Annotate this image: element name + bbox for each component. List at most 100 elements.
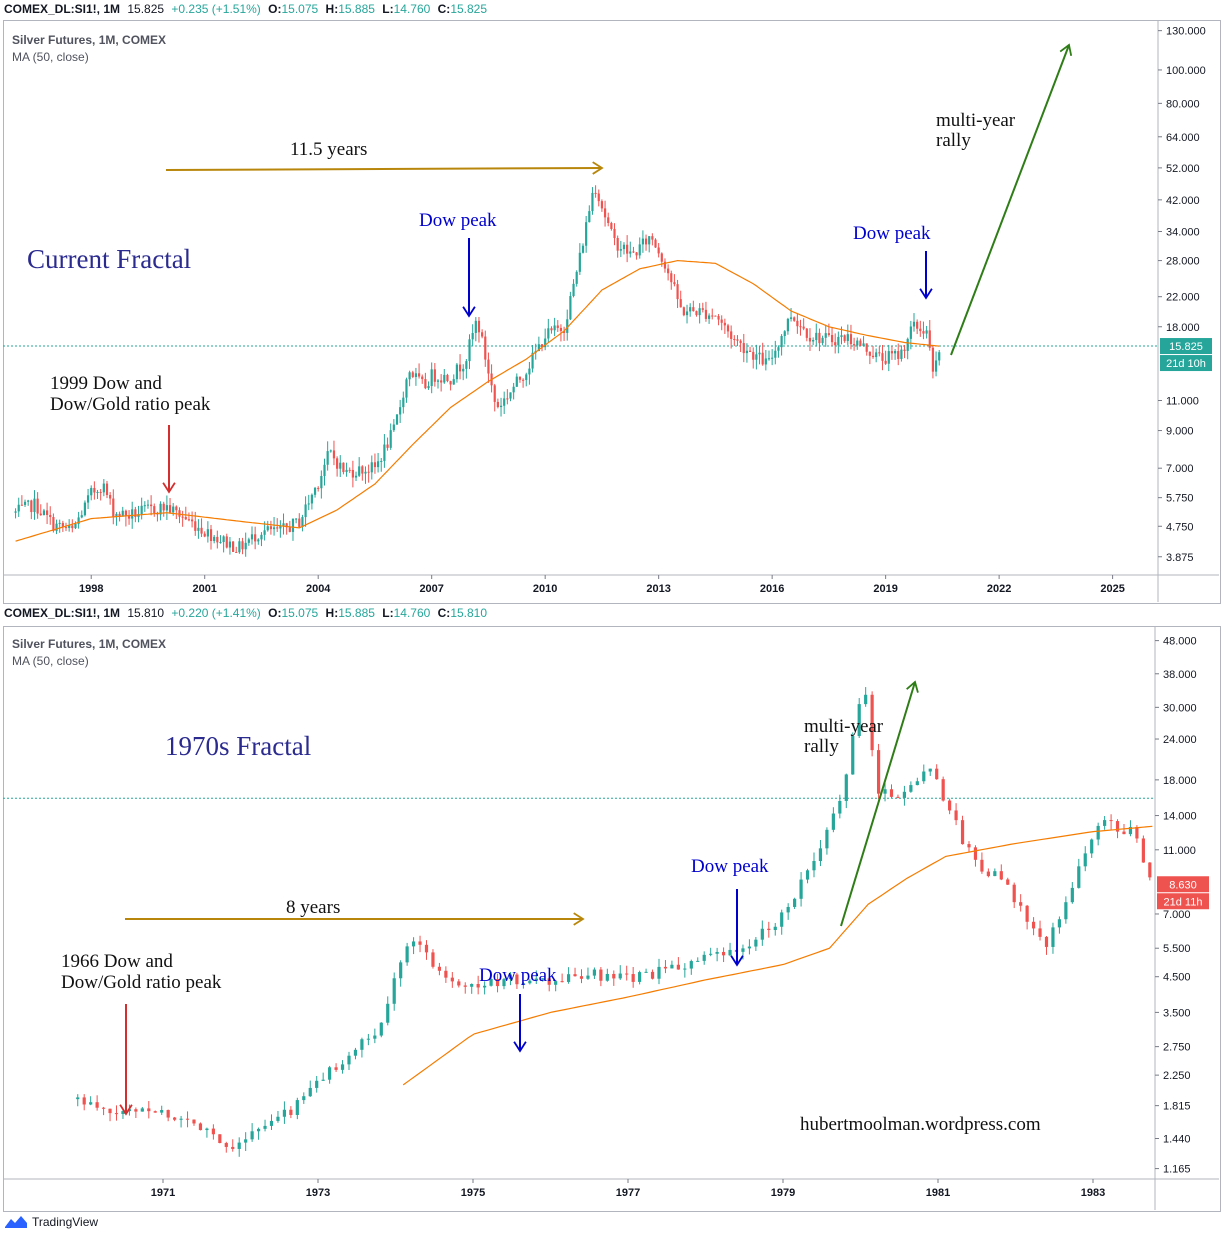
candle-body [433, 369, 436, 382]
candle-body [808, 337, 812, 342]
rally-arrow [950, 44, 1070, 356]
candle-body [922, 331, 925, 334]
candle-body [928, 330, 931, 348]
candle-body [483, 985, 487, 988]
top-legend-title[interactable]: Silver Futures, 1M, COMEX [12, 33, 167, 47]
candle-body [503, 398, 506, 406]
candle-body [244, 542, 247, 550]
candle-body [856, 340, 859, 346]
span-label: 8 years [286, 897, 340, 918]
candle-body [321, 1079, 325, 1081]
candle-body [424, 379, 427, 389]
candle-body [745, 350, 749, 354]
y-tick-label: 3.875 [1166, 552, 1194, 564]
candle-body [521, 983, 525, 985]
candle-body [506, 398, 509, 400]
y-tick-label: 5.500 [1163, 943, 1191, 955]
candle-body [909, 326, 912, 339]
candle-body [657, 247, 660, 254]
footer[interactable]: TradingView [4, 1214, 98, 1230]
candle-body [455, 364, 459, 380]
candle-body [679, 299, 682, 308]
candle-body [887, 351, 890, 364]
last-price-tag [1160, 338, 1212, 355]
top-chart-frame[interactable] [3, 20, 1221, 604]
candle-body [295, 1100, 299, 1115]
candle-body [906, 338, 909, 351]
candle-body [250, 1131, 254, 1140]
candle-body [143, 505, 146, 507]
candle-body [470, 983, 474, 987]
bottom-legend-title[interactable]: Silver Futures, 1M, COMEX [12, 637, 167, 651]
candle-body [805, 870, 810, 880]
candle-body [752, 351, 755, 360]
candle-body [733, 338, 736, 340]
candle-body [711, 315, 714, 317]
symbol[interactable]: COMEX_DL:SI1!, 1M [4, 606, 121, 620]
candle-body [522, 379, 525, 381]
open-label: O: [268, 606, 282, 620]
candle-body [605, 973, 609, 981]
candle-body [14, 511, 17, 513]
top-legend-ma[interactable]: MA (50, close) [12, 50, 89, 64]
candle-body [102, 483, 105, 493]
candle-body [134, 509, 137, 517]
peak-label-line-1: 1966 Dow and [61, 951, 173, 972]
candle-body [741, 948, 745, 952]
candle-body [150, 504, 153, 507]
bottom-legend-ma[interactable]: MA (50, close) [12, 654, 89, 668]
symbol[interactable]: COMEX_DL:SI1!, 1M [4, 2, 121, 16]
open-value: 15.075 [281, 606, 319, 620]
candle-body [45, 510, 49, 515]
candle-body [999, 871, 1003, 880]
candle-body [754, 939, 758, 947]
candle-body [825, 829, 829, 849]
candle-body [386, 1003, 390, 1023]
y-tick-label: 100.000 [1166, 65, 1206, 77]
candle-body [525, 374, 528, 381]
candle-body [566, 974, 571, 982]
x-tick-label: 2019 [873, 583, 897, 595]
candle-body [556, 325, 559, 328]
candle-body [373, 462, 377, 468]
candle-body [764, 358, 767, 365]
candle-body [935, 768, 939, 780]
candle-body [597, 193, 600, 202]
candle-body [392, 978, 396, 1004]
candle-body [140, 505, 143, 515]
candle-body [124, 510, 128, 517]
x-tick-label: 1983 [1081, 1187, 1105, 1199]
candle-body [793, 317, 796, 321]
candle-body [518, 376, 522, 380]
candle-body [599, 969, 603, 981]
candle-body [554, 981, 558, 985]
x-tick-label: 1981 [926, 1187, 950, 1199]
candle-body [689, 961, 693, 969]
candle-body [430, 369, 433, 387]
candle-body [547, 328, 550, 339]
candle-body [883, 789, 887, 794]
candle-body [345, 469, 348, 473]
candle-body [279, 525, 282, 529]
price-change: +0.235 (+1.51%) [171, 2, 261, 16]
candle-body [793, 898, 797, 907]
candle-body [308, 1087, 312, 1097]
candle-body [392, 424, 395, 431]
y-tick-label: 7.000 [1166, 463, 1194, 475]
candle-body [131, 509, 134, 519]
candle-body [379, 1022, 383, 1036]
candle-body [717, 316, 720, 320]
candle-body [941, 779, 945, 801]
candle-body [515, 376, 518, 387]
y-tick-label: 52.000 [1166, 163, 1200, 175]
candle-body [613, 228, 616, 238]
countdown-tag-label: 21d 11h [1164, 896, 1203, 908]
candle-body [831, 813, 835, 830]
candle-body [871, 355, 875, 358]
candle-body [108, 1108, 112, 1114]
candle-body [153, 506, 156, 514]
candle-body [707, 315, 711, 319]
tradingview-brand: TradingView [32, 1215, 99, 1229]
candle-body [99, 491, 102, 493]
candle-body [528, 980, 532, 984]
